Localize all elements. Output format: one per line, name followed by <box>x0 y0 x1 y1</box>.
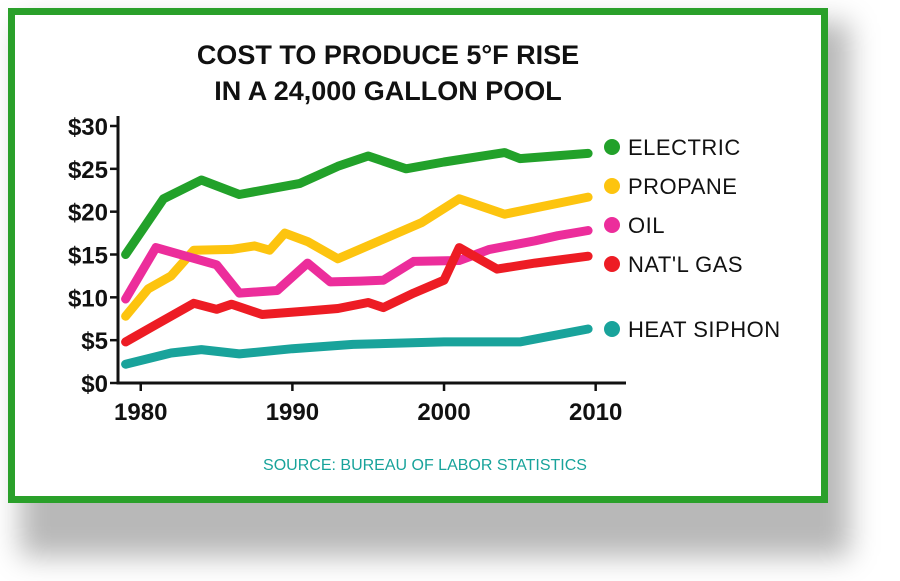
series-layer <box>121 148 593 369</box>
legend-label-propane: PROPANE <box>628 174 737 199</box>
legend-marker-oil <box>604 217 620 233</box>
series-line-heat-siphon <box>121 324 593 369</box>
chart-title-line-2: IN A 24,000 GALLON POOL <box>214 76 562 106</box>
chart-frame <box>8 8 828 503</box>
y-tick-label: $25 <box>68 157 108 184</box>
legend-marker-electric <box>604 139 620 155</box>
x-tick-label: 1980 <box>114 399 167 426</box>
x-tick-label: 2000 <box>417 399 470 426</box>
series-line-nat-l-gas <box>121 243 593 347</box>
y-tick-label: $30 <box>68 114 108 141</box>
series-line-electric <box>121 148 593 259</box>
legend-label-nat-l-gas: NAT'L GAS <box>628 252 743 277</box>
chart-title-line-1: COST TO PRODUCE 5°F RISE <box>197 40 579 70</box>
y-tick-label: $0 <box>81 371 108 398</box>
legend-marker-propane <box>604 178 620 194</box>
legend: ELECTRIC PROPANE OIL NAT'L GAS HEAT SIPHON <box>604 135 781 342</box>
legend-label-oil: OIL <box>628 213 665 238</box>
x-tick-label: 1990 <box>266 399 319 426</box>
y-tick-label: $20 <box>68 200 108 227</box>
legend-marker-nat-l-gas <box>604 256 620 272</box>
y-tick-label: $15 <box>68 243 108 270</box>
y-tick-label: $5 <box>81 328 108 355</box>
legend-marker-heat-siphon <box>604 321 620 337</box>
series-line-oil <box>121 226 593 304</box>
series-line-propane <box>121 192 593 321</box>
source-note: SOURCE: BUREAU OF LABOR STATISTICS <box>263 457 587 474</box>
x-tick-label: 2010 <box>569 399 622 426</box>
axis-layer: $0 $5 $10 $15 $20 $25 $30 1980 1990 2000 2010 <box>68 114 626 426</box>
y-tick-label: $10 <box>68 285 108 312</box>
legend-label-electric: ELECTRIC <box>628 135 741 160</box>
legend-label-heat-siphon: HEAT SIPHON <box>628 317 781 342</box>
